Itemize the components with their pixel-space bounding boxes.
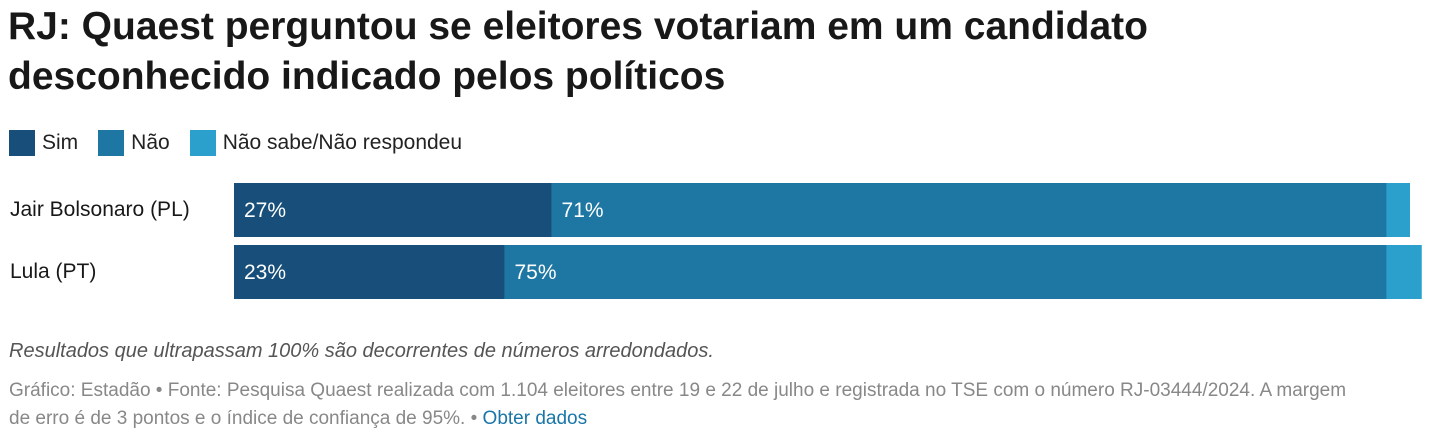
chart-title: RJ: Quaest perguntou se eleitores votari… [8, 5, 1148, 98]
bar-nao-lula-pt [504, 245, 1387, 299]
legend-swatch-sim [9, 130, 35, 156]
legend-item-nao-sabe: Não sabe/Não respondeu [189, 130, 463, 156]
rounding-note: Resultados que ultrapassam 100% são deco… [9, 340, 714, 362]
bar-nao-sabe-nao-respondeu-lula-pt [1386, 245, 1422, 299]
legend-swatch-nao-sabe [189, 130, 216, 156]
bar-sim-jair-bolsonaro-pl [234, 183, 552, 237]
data-label-nao-lula-pt: 75% [514, 261, 556, 284]
data-label-sim-jair-bolsonaro-pl: 27% [244, 199, 286, 222]
category-label-lula: Lula (PT) [10, 260, 97, 283]
source-footer: Gráfico: Estadão • Fonte: Pesquisa Quaes… [9, 377, 1369, 433]
category-label-bolsonaro: Jair Bolsonaro (PL) [10, 198, 190, 221]
stacked-bar-chart: 27% 71% 23% 75% [234, 183, 1422, 299]
data-label-sim-lula-pt: 23% [244, 261, 286, 284]
legend-item-nao: Não [98, 130, 170, 156]
legend: Sim Não Não sabe/Não respondeu [9, 128, 482, 158]
legend-label-nao: Não [131, 131, 170, 154]
legend-swatch-nao [98, 130, 125, 156]
data-label-nao-jair-bolsonaro-pl: 71% [562, 199, 604, 222]
legend-label-nao-sabe: Não sabe/Não respondeu [222, 131, 463, 154]
bar-sim-lula-pt [234, 245, 505, 299]
bar-nao-sabe-nao-respondeu-jair-bolsonaro-pl [1386, 183, 1410, 237]
legend-item-sim: Sim [9, 130, 78, 156]
legend-label-sim: Sim [42, 131, 79, 154]
bar-nao-jair-bolsonaro-pl [551, 183, 1387, 237]
source-text: Gráfico: Estadão • Fonte: Pesquisa Quaes… [9, 380, 1347, 429]
get-data-link[interactable]: Obter dados [482, 408, 588, 429]
